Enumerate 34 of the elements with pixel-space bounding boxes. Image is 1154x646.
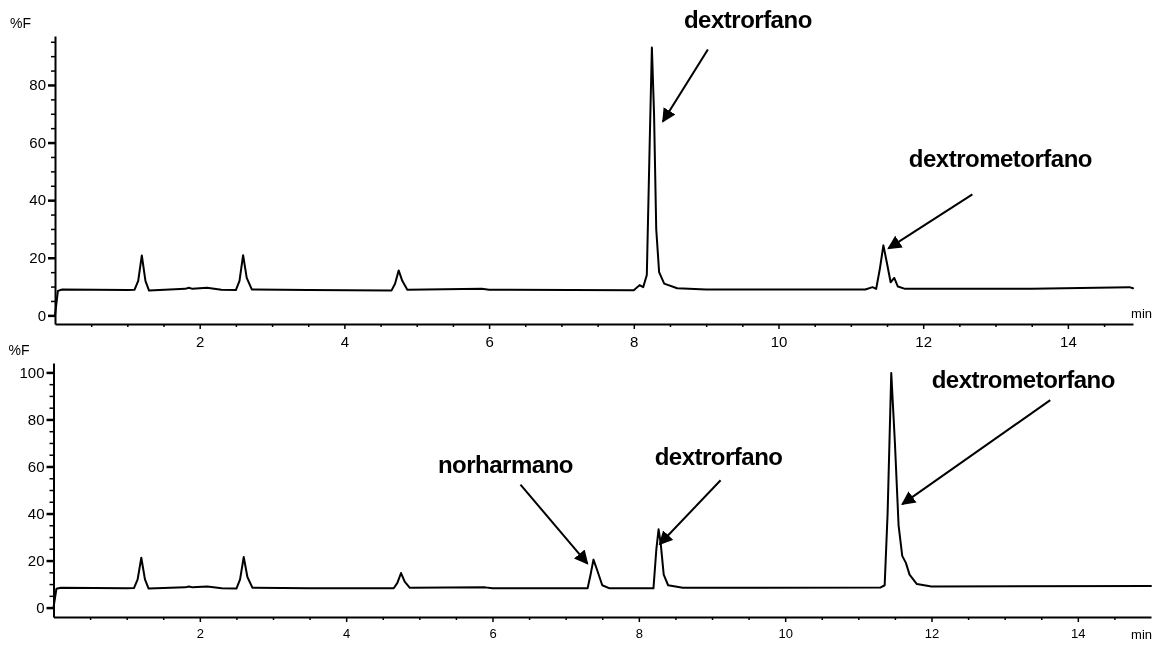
y-axis-title: %F xyxy=(10,15,31,31)
x-tick-label: 6 xyxy=(485,332,494,350)
annotation: norharmano xyxy=(437,450,573,478)
annotation: dextrometorfano xyxy=(931,366,1115,394)
x-tick-label: 4 xyxy=(340,332,350,350)
y-tick-label: 100 xyxy=(19,363,45,381)
x-tick-label: 12 xyxy=(924,625,940,641)
y-tick-label: 60 xyxy=(29,133,46,151)
x-tick-label: 4 xyxy=(343,625,351,641)
y-axis-title: %F xyxy=(8,342,30,358)
x-tick-label: 14 xyxy=(1071,625,1086,641)
x-tick-label: 6 xyxy=(489,625,497,641)
x-tick-label: 10 xyxy=(770,332,788,350)
y-tick-label: 80 xyxy=(29,76,46,94)
x-tick-label: 2 xyxy=(196,332,205,350)
y-tick-label: 20 xyxy=(27,551,45,569)
x-tick-label: 2 xyxy=(196,625,204,641)
x-axis-title: min xyxy=(1131,306,1152,321)
x-tick-label: 8 xyxy=(630,332,639,350)
y-tick-label: 60 xyxy=(27,457,45,475)
y-tick-label: 40 xyxy=(27,504,45,522)
x-tick-label: 8 xyxy=(635,625,643,641)
annotation: dextrorfano xyxy=(683,5,812,33)
x-tick-label: 10 xyxy=(778,625,793,641)
x-axis-title: min xyxy=(1131,627,1152,642)
x-tick-label: 12 xyxy=(915,332,933,350)
y-tick-label: 40 xyxy=(29,191,46,209)
y-tick-label: 80 xyxy=(27,410,45,428)
y-tick-label: 0 xyxy=(37,306,46,324)
x-tick-label: 14 xyxy=(1060,332,1077,350)
annotation: dextrorfano xyxy=(654,442,783,470)
y-tick-label: 20 xyxy=(29,249,46,267)
y-tick-label: 0 xyxy=(36,598,45,616)
annotation: dextrometorfano xyxy=(908,144,1092,172)
